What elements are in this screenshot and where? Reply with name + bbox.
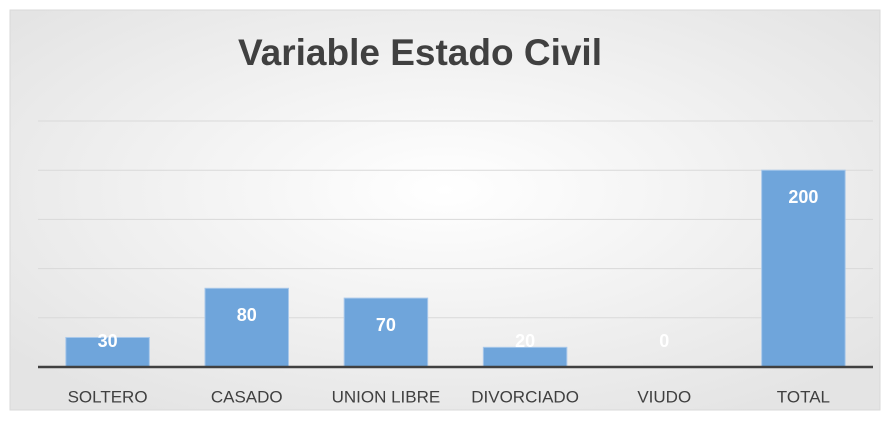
data-label: 0 bbox=[659, 331, 669, 351]
bar bbox=[343, 297, 429, 368]
bar bbox=[65, 336, 150, 368]
x-tick-label: DIVORCIADO bbox=[471, 387, 579, 406]
data-label: 30 bbox=[98, 331, 118, 351]
data-label: 200 bbox=[788, 187, 818, 207]
x-tick-label: UNION LIBRE bbox=[332, 387, 441, 406]
x-tick-label: TOTAL bbox=[777, 387, 830, 406]
data-label: 70 bbox=[376, 315, 396, 335]
x-tick-label: SOLTERO bbox=[68, 387, 148, 406]
data-label: 80 bbox=[237, 305, 257, 325]
data-label: 20 bbox=[515, 331, 535, 351]
chart-area bbox=[9, 9, 881, 411]
x-tick-label: VIUDO bbox=[637, 387, 691, 406]
chart-title: Variable Estado Civil bbox=[238, 32, 602, 73]
x-tick-label: CASADO bbox=[211, 387, 283, 406]
bar bbox=[204, 287, 289, 368]
